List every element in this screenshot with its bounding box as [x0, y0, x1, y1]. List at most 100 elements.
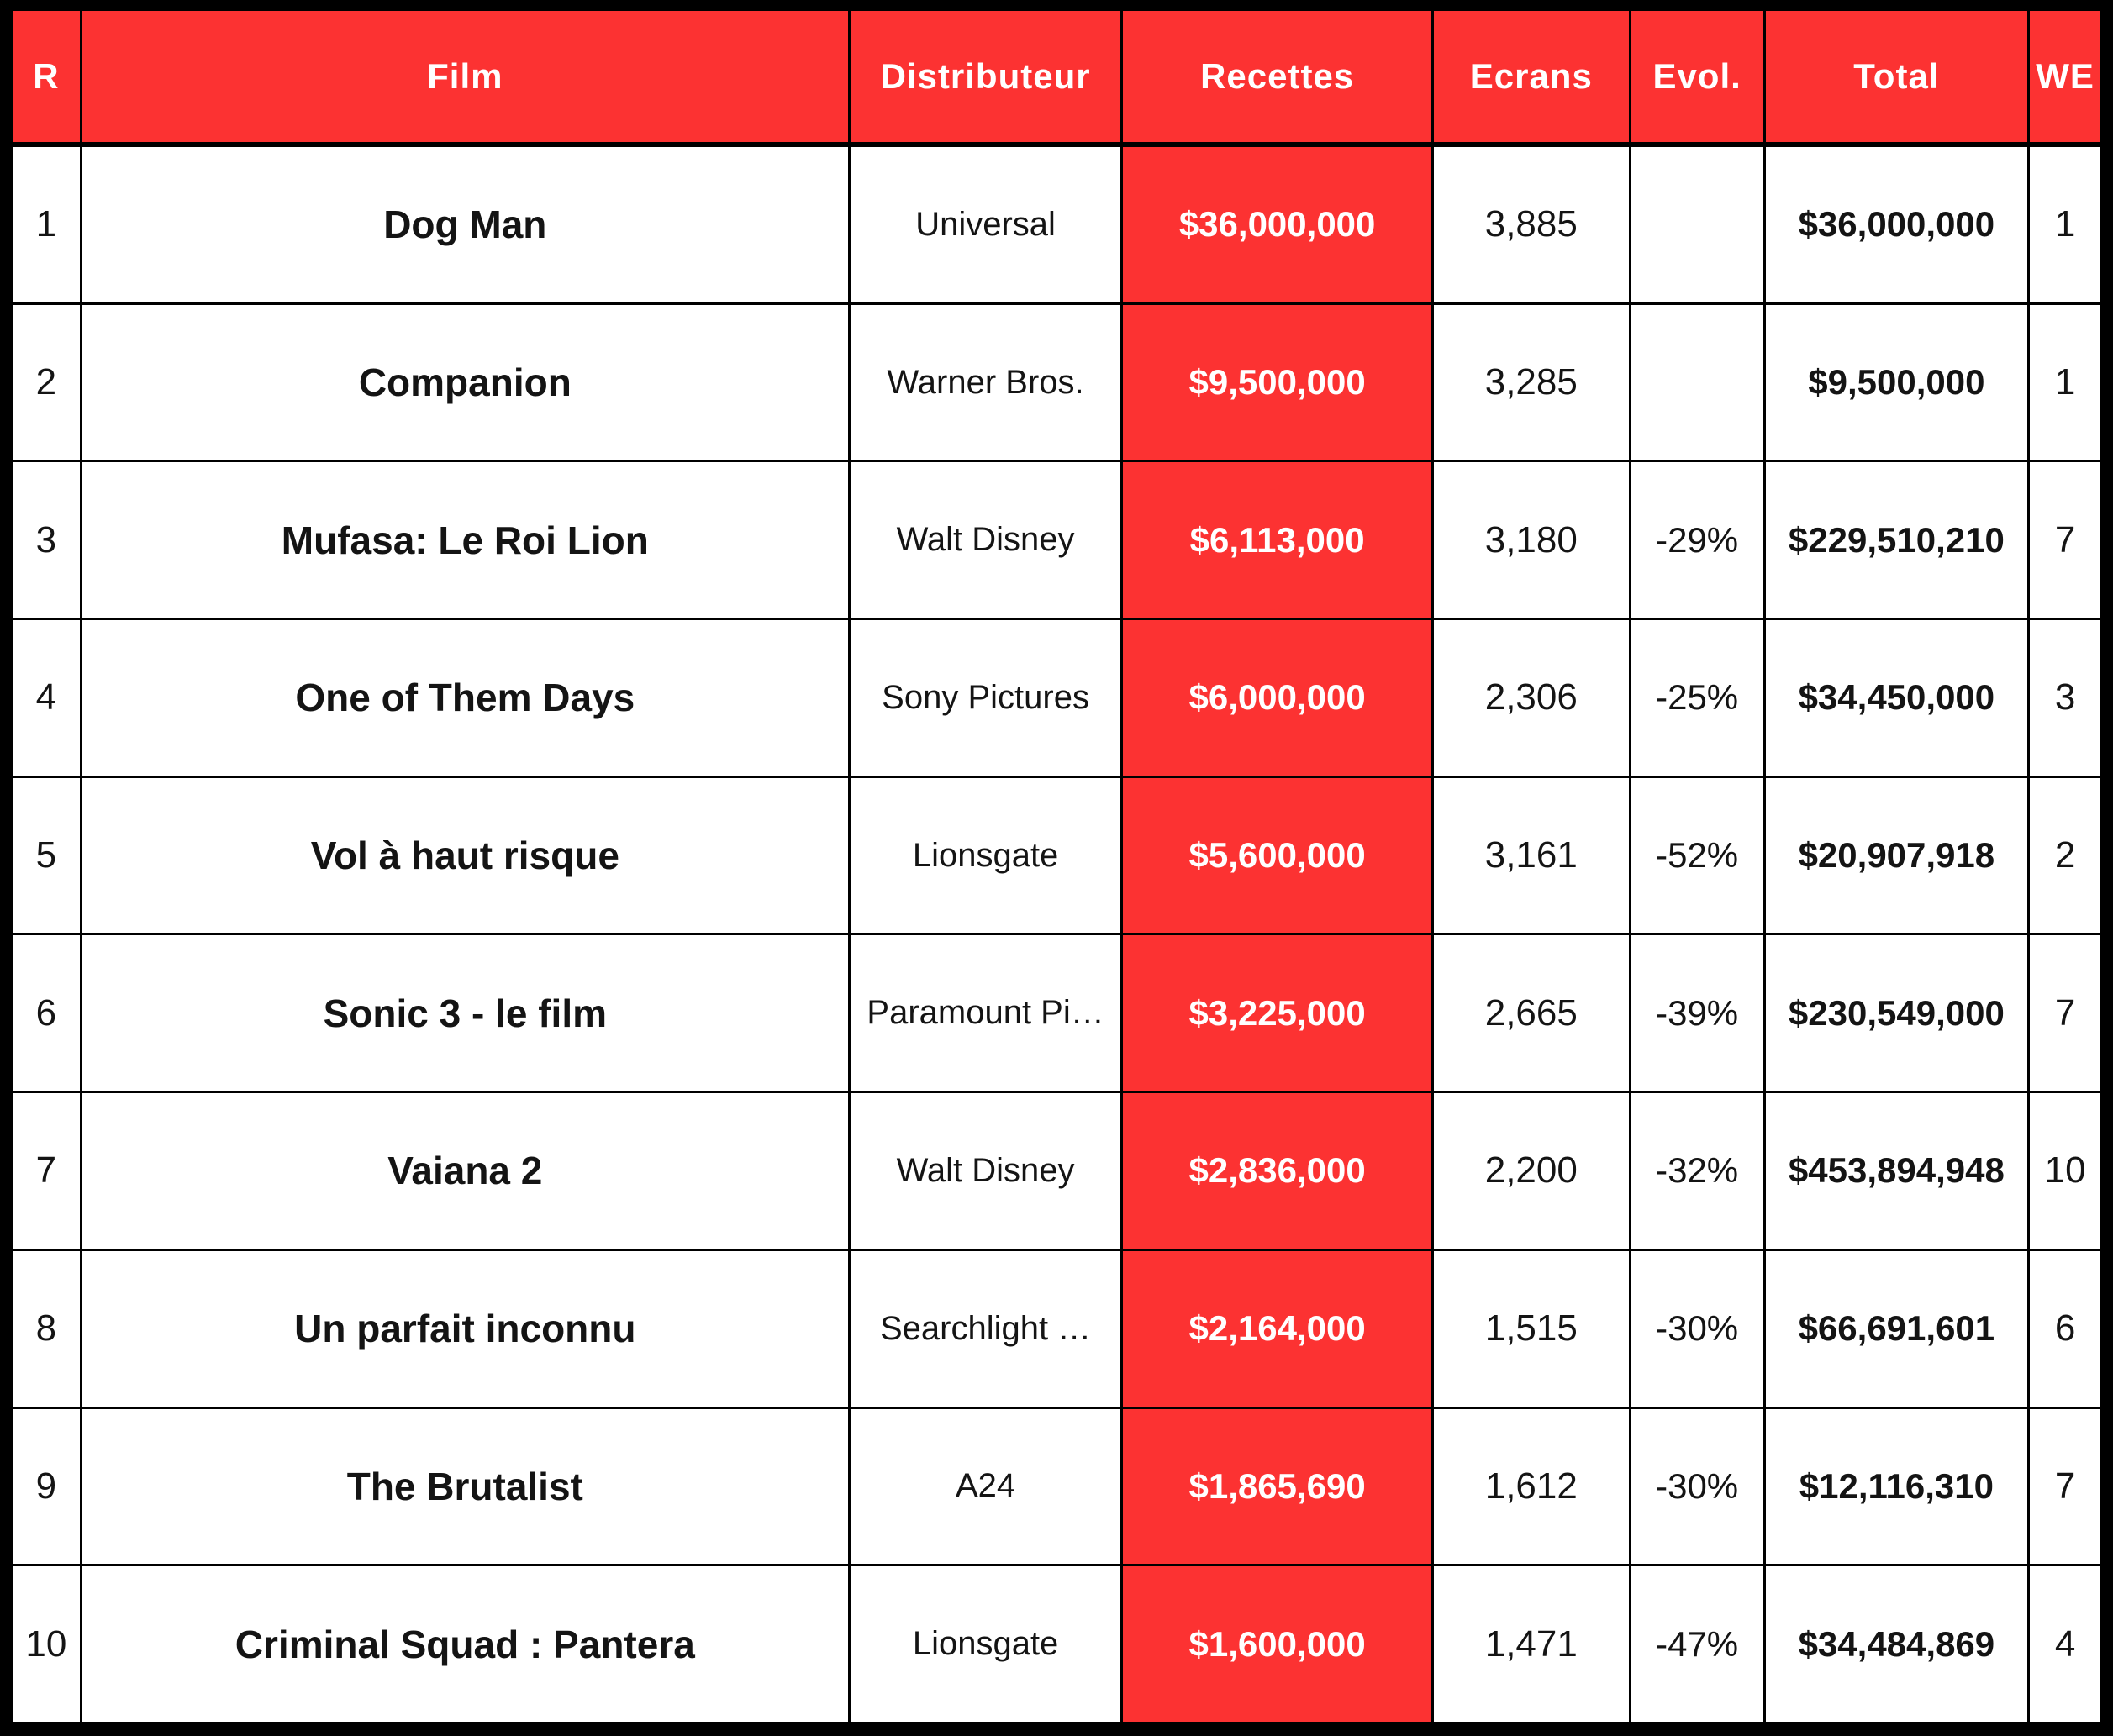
rank-cell: 4: [10, 618, 82, 778]
screens-cell: 3,885: [1431, 143, 1631, 305]
rank-cell: 5: [10, 775, 82, 936]
receipts-cell: $6,113,000: [1120, 460, 1434, 621]
header-weekends: WE: [2027, 8, 2103, 147]
total-cell: $453,894,948: [1763, 1091, 2031, 1251]
box-office-table: R Film Distributeur Recettes Ecrans Evol…: [10, 8, 2103, 1724]
receipts-cell: $3,225,000: [1120, 933, 1434, 1094]
rank-cell: 2: [10, 302, 82, 463]
film-cell: Vol à haut risque: [79, 775, 851, 936]
weekends-cell: 10: [2027, 1091, 2103, 1251]
table-header: R Film Distributeur Recettes Ecrans Evol…: [10, 8, 2103, 147]
table-row: 8 Un parfait inconnu Searchlight … $2,164,0…: [10, 1248, 2103, 1409]
distributor-cell: A24: [847, 1406, 1124, 1567]
total-cell: $12,116,310: [1763, 1406, 2031, 1567]
film-cell: Criminal Squad : Pantera: [79, 1564, 851, 1724]
rank-cell: 9: [10, 1406, 82, 1567]
receipts-cell: $2,164,000: [1120, 1248, 1434, 1409]
total-cell: $9,500,000: [1763, 302, 2031, 463]
film-cell: Dog Man: [79, 143, 851, 305]
receipts-cell: $5,600,000: [1120, 775, 1434, 936]
evolution-cell: -52%: [1628, 775, 1766, 936]
evolution-cell: -47%: [1628, 1564, 1766, 1724]
distributor-cell: Sony Pictures: [847, 618, 1124, 778]
table-row: 1 Dog Man Universal $36,000,000 3,885 $36,000…: [10, 143, 2103, 305]
header-distributor: Distributeur: [847, 8, 1124, 147]
table-row: 7 Vaiana 2 Walt Disney $2,836,000 2,200 -32% $…: [10, 1091, 2103, 1251]
evolution-cell: -32%: [1628, 1091, 1766, 1251]
screens-cell: 2,306: [1431, 618, 1631, 778]
header-film: Film: [79, 8, 851, 147]
evolution-cell: -39%: [1628, 933, 1766, 1094]
total-cell: $230,549,000: [1763, 933, 2031, 1094]
weekends-cell: 7: [2027, 1406, 2103, 1567]
distributor-cell: Paramount Pi…: [847, 933, 1124, 1094]
distributor-cell: Searchlight …: [847, 1248, 1124, 1409]
total-cell: $66,691,601: [1763, 1248, 2031, 1409]
evolution-cell: -29%: [1628, 460, 1766, 621]
receipts-cell: $36,000,000: [1120, 143, 1434, 305]
weekends-cell: 7: [2027, 933, 2103, 1094]
rank-cell: 8: [10, 1248, 82, 1409]
rank-cell: 1: [10, 143, 82, 305]
distributor-cell: Walt Disney: [847, 460, 1124, 621]
table-row: 3 Mufasa: Le Roi Lion Walt Disney $6,113,00…: [10, 460, 2103, 621]
receipts-cell: $2,836,000: [1120, 1091, 1434, 1251]
table-row: 4 One of Them Days Sony Pictures $6,000,000…: [10, 618, 2103, 778]
screens-cell: 2,665: [1431, 933, 1631, 1094]
total-cell: $34,484,869: [1763, 1564, 2031, 1724]
table-row: 10 Criminal Squad : Pantera Lionsgate $1,60…: [10, 1564, 2103, 1724]
weekends-cell: 1: [2027, 143, 2103, 305]
rank-cell: 6: [10, 933, 82, 1094]
receipts-cell: $6,000,000: [1120, 618, 1434, 778]
header-screens: Ecrans: [1431, 8, 1631, 147]
distributor-cell: Warner Bros.: [847, 302, 1124, 463]
evolution-cell: -25%: [1628, 618, 1766, 778]
weekends-cell: 2: [2027, 775, 2103, 936]
screens-cell: 1,471: [1431, 1564, 1631, 1724]
weekends-cell: 6: [2027, 1248, 2103, 1409]
header-row: R Film Distributeur Recettes Ecrans Evol…: [10, 8, 2103, 147]
header-evolution: Evol.: [1628, 8, 1766, 147]
evolution-cell: [1628, 143, 1766, 305]
receipts-cell: $9,500,000: [1120, 302, 1434, 463]
distributor-cell: Walt Disney: [847, 1091, 1124, 1251]
weekends-cell: 4: [2027, 1564, 2103, 1724]
evolution-cell: -30%: [1628, 1248, 1766, 1409]
table-row: 9 The Brutalist A24 $1,865,690 1,612 -30% $12,…: [10, 1406, 2103, 1567]
receipts-cell: $1,600,000: [1120, 1564, 1434, 1724]
screens-cell: 3,180: [1431, 460, 1631, 621]
rank-cell: 10: [10, 1564, 82, 1724]
evolution-cell: [1628, 302, 1766, 463]
table-row: 5 Vol à haut risque Lionsgate $5,600,000 3,1…: [10, 775, 2103, 936]
receipts-cell: $1,865,690: [1120, 1406, 1434, 1567]
film-cell: Mufasa: Le Roi Lion: [79, 460, 851, 621]
table-row: 6 Sonic 3 - le film Paramount Pi… $3,225,00…: [10, 933, 2103, 1094]
screens-cell: 3,161: [1431, 775, 1631, 936]
total-cell: $36,000,000: [1763, 143, 2031, 305]
weekends-cell: 3: [2027, 618, 2103, 778]
weekends-cell: 1: [2027, 302, 2103, 463]
film-cell: Companion: [79, 302, 851, 463]
distributor-cell: Lionsgate: [847, 775, 1124, 936]
weekends-cell: 7: [2027, 460, 2103, 621]
header-rank: R: [10, 8, 82, 147]
rank-cell: 3: [10, 460, 82, 621]
screens-cell: 1,612: [1431, 1406, 1631, 1567]
screens-cell: 3,285: [1431, 302, 1631, 463]
film-cell: Sonic 3 - le film: [79, 933, 851, 1094]
film-cell: One of Them Days: [79, 618, 851, 778]
total-cell: $20,907,918: [1763, 775, 2031, 936]
film-cell: Un parfait inconnu: [79, 1248, 851, 1409]
total-cell: $34,450,000: [1763, 618, 2031, 778]
header-total: Total: [1763, 8, 2031, 147]
header-receipts: Recettes: [1120, 8, 1434, 147]
film-cell: The Brutalist: [79, 1406, 851, 1567]
table-body: 1 Dog Man Universal $36,000,000 3,885 $36,000…: [10, 143, 2103, 1724]
distributor-cell: Universal: [847, 143, 1124, 305]
total-cell: $229,510,210: [1763, 460, 2031, 621]
screens-cell: 1,515: [1431, 1248, 1631, 1409]
evolution-cell: -30%: [1628, 1406, 1766, 1567]
table-row: 2 Companion Warner Bros. $9,500,000 3,285 $9,…: [10, 302, 2103, 463]
rank-cell: 7: [10, 1091, 82, 1251]
screens-cell: 2,200: [1431, 1091, 1631, 1251]
